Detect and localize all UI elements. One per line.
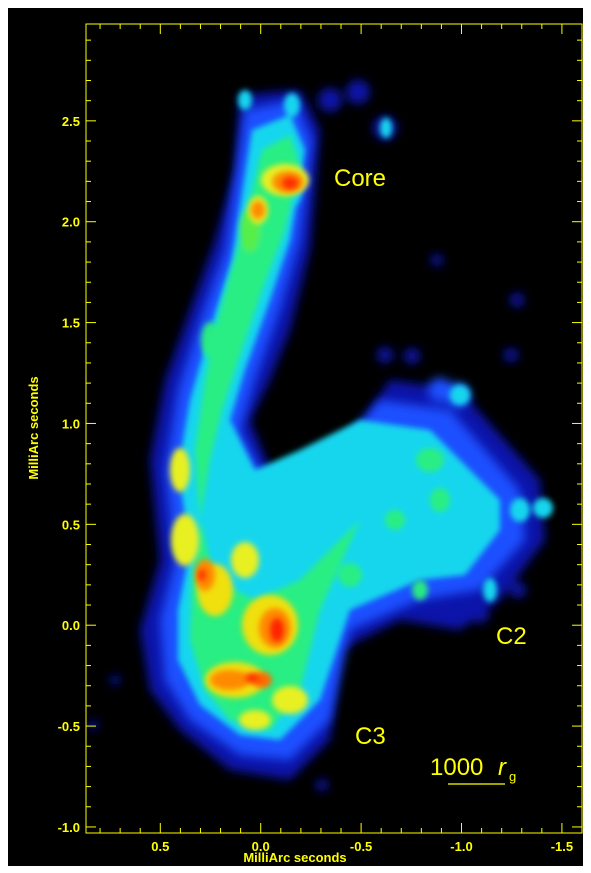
x-tick-label: -1.0	[450, 839, 472, 854]
c3-label: C3	[355, 723, 386, 750]
scale-bar-symbol: r	[498, 754, 507, 781]
scale-bar-value: 1000	[430, 754, 483, 781]
x-tick-label: 0.5	[151, 839, 169, 854]
axes-frame	[85, 23, 583, 834]
y-tick-label: 1.0	[62, 416, 80, 431]
y-axis-label: MilliArc seconds	[26, 376, 41, 479]
y-tick-label: 2.5	[62, 114, 80, 129]
x-tick-label: -0.5	[350, 839, 372, 854]
y-tick-label: 0.5	[62, 517, 80, 532]
c2-label: C2	[496, 623, 527, 650]
scale-bar: 1000 r g	[430, 754, 516, 785]
y-tick-label: -1.0	[58, 820, 80, 835]
x-tick-label: 0.0	[252, 839, 270, 854]
y-tick-label: -0.5	[58, 719, 80, 734]
x-axis-label: MilliArc seconds	[243, 850, 346, 865]
x-tick-label: -1.5	[551, 839, 573, 854]
plot-axes: 0.5 0.0 -0.5 -1.0 -1.5 2.5 2.0 1.5 1.0 0.5 0.0 -0.5…	[58, 24, 583, 854]
core-label: Core	[334, 165, 386, 192]
y-tick-label: 0.0	[62, 618, 80, 633]
y-tick-label: 2.0	[62, 215, 80, 230]
scale-bar-subscript: g	[509, 769, 516, 784]
radio-emission-image	[88, 80, 553, 791]
y-tick-label: 1.5	[62, 316, 80, 331]
